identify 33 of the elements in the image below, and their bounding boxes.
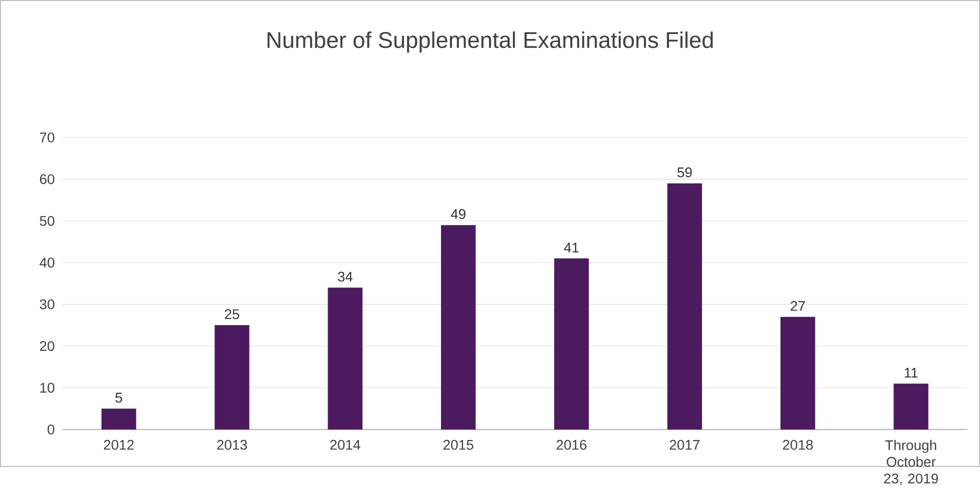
bar — [667, 184, 702, 430]
y-tick-label: 70 — [40, 132, 54, 143]
x-tick-label: 2017 — [670, 440, 700, 450]
x-tick-label: 2018 — [782, 440, 813, 450]
bar — [214, 325, 250, 430]
bar — [780, 317, 816, 430]
y-tick-label: 60 — [40, 174, 54, 184]
y-tick-label: 10 — [40, 383, 54, 393]
bar — [101, 408, 136, 430]
x-tick-label: 2014 — [330, 440, 360, 450]
x-tick-label: 2013 — [217, 440, 247, 450]
x-tick-label: 2012 — [104, 440, 134, 450]
x-tick-label: 2016 — [556, 440, 586, 450]
data-label: 49 — [450, 209, 466, 220]
data-label: 11 — [904, 368, 918, 378]
y-tick-label: 50 — [40, 216, 54, 226]
data-label: 34 — [338, 272, 353, 282]
x-tick-label: 2015 — [443, 440, 474, 450]
data-label: 41 — [564, 242, 579, 253]
y-tick-label: 20 — [40, 341, 54, 352]
bar — [894, 384, 928, 430]
data-label: 25 — [224, 309, 240, 320]
y-tick-label: 40 — [40, 258, 54, 268]
data-label: 27 — [790, 301, 805, 311]
chart-title: Number of Supplemental Examinations Filed — [268, 32, 713, 53]
bar — [328, 288, 362, 430]
data-label: 5 — [115, 393, 122, 403]
x-tick-label: Through October 23, 2019 — [884, 440, 938, 486]
bar — [440, 225, 476, 430]
y-tick-label: 0 — [48, 424, 54, 435]
bar — [554, 258, 589, 430]
y-tick-label: 30 — [40, 300, 54, 310]
data-label: 59 — [677, 168, 692, 178]
